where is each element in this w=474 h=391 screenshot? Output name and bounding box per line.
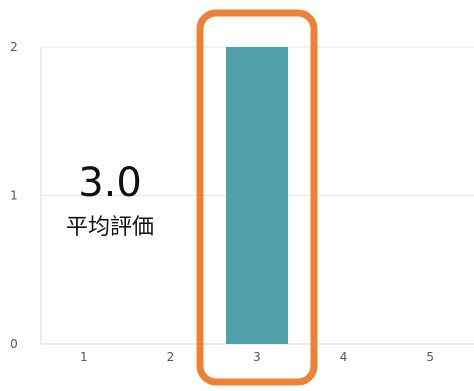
average-rating-label: 平均評価 bbox=[65, 215, 154, 240]
bar-rating-3 bbox=[226, 47, 288, 344]
y-tick-label: 0 bbox=[10, 337, 18, 351]
y-tick-label: 2 bbox=[10, 40, 18, 54]
x-tick-label: 4 bbox=[340, 350, 348, 364]
x-tick-label: 1 bbox=[80, 350, 88, 364]
x-tick-label: 2 bbox=[167, 350, 175, 364]
x-tick-label: 3 bbox=[253, 350, 261, 364]
y-tick-label: 1 bbox=[10, 189, 18, 203]
average-rating-value: 3.0 bbox=[78, 160, 142, 206]
x-tick-label: 5 bbox=[426, 350, 434, 364]
highlight-box bbox=[196, 9, 318, 386]
